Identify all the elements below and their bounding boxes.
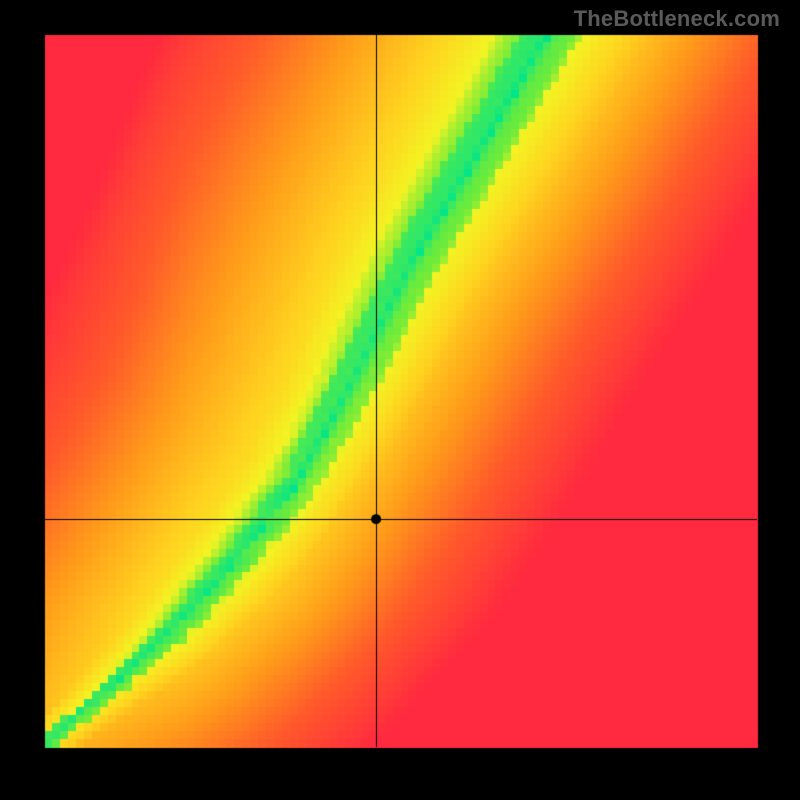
bottleneck-heatmap [0,0,800,800]
watermark-text: TheBottleneck.com [574,6,780,32]
